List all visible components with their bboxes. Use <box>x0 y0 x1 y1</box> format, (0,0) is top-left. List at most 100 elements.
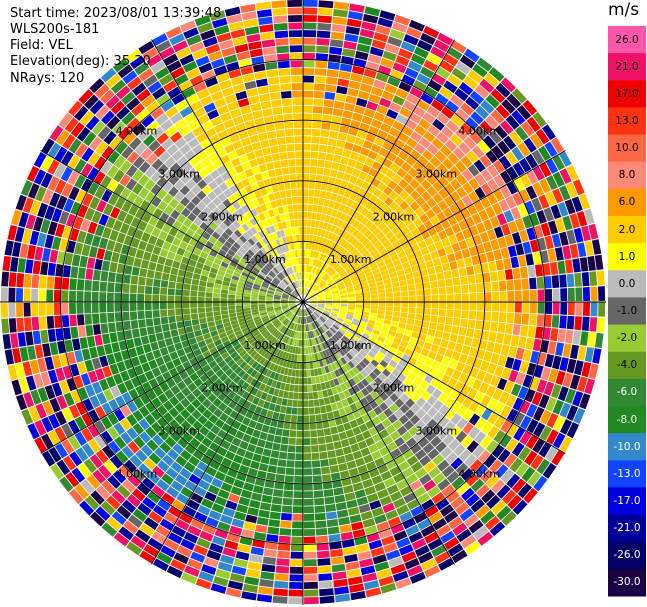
range-gate <box>256 593 273 603</box>
range-gate <box>87 370 98 384</box>
range-gate <box>286 143 295 152</box>
range-gate <box>248 41 262 51</box>
range-gate <box>306 265 309 273</box>
range-gate <box>198 479 211 491</box>
range-gate <box>372 554 388 565</box>
range-gate <box>119 160 132 173</box>
range-gate <box>251 166 261 175</box>
range-gate <box>340 117 352 127</box>
range-gate <box>347 291 355 295</box>
range-gate <box>232 384 241 394</box>
range-gate <box>499 434 512 448</box>
range-gate <box>299 280 302 288</box>
range-gate <box>352 112 363 122</box>
range-gate <box>143 74 158 88</box>
range-gate <box>475 320 484 330</box>
range-gate <box>44 356 55 371</box>
range-gate <box>46 289 54 302</box>
range-gate <box>370 347 379 355</box>
range-gate <box>17 258 27 273</box>
range-gate <box>303 181 309 189</box>
range-gate <box>414 143 426 155</box>
range-gate <box>512 324 521 336</box>
range-gate <box>279 315 286 321</box>
range-gate <box>426 174 438 185</box>
range-gate <box>409 479 423 492</box>
range-gate <box>182 505 197 518</box>
range-gate <box>266 472 276 481</box>
range-gate <box>355 416 365 426</box>
range-gate <box>398 236 408 245</box>
range-gate <box>18 211 29 228</box>
range-gate <box>407 564 423 577</box>
range-gate <box>480 469 494 483</box>
range-gate <box>335 332 342 339</box>
range-gate <box>96 248 106 260</box>
range-gate <box>562 372 573 388</box>
range-gate <box>252 243 260 252</box>
range-gate <box>54 179 67 195</box>
range-gate <box>215 369 225 378</box>
range-gate <box>340 438 350 448</box>
range-gate <box>416 39 433 52</box>
range-gate <box>436 131 449 144</box>
range-gate <box>219 222 228 232</box>
range-gate <box>325 76 338 85</box>
range-gate <box>390 523 405 535</box>
range-gate <box>374 208 384 218</box>
range-gate <box>227 359 236 368</box>
range-gate <box>324 294 332 298</box>
range-gate <box>529 212 540 227</box>
range-gate <box>337 315 345 321</box>
range-gate <box>201 564 217 576</box>
range-gate <box>508 369 519 383</box>
range-gate <box>185 403 196 414</box>
range-gate <box>297 415 303 423</box>
range-gate <box>286 197 293 205</box>
range-gate <box>284 128 294 137</box>
range-gate <box>300 324 302 332</box>
range-gate <box>134 208 146 220</box>
range-gate <box>278 389 285 398</box>
range-gate <box>490 321 499 332</box>
range-gate <box>297 331 300 339</box>
range-gate <box>201 327 210 335</box>
range-gate <box>312 361 318 369</box>
range-gate <box>153 317 161 326</box>
range-gate <box>272 442 281 451</box>
range-gate <box>136 482 151 496</box>
range-gate <box>406 498 421 511</box>
range-gate <box>303 204 308 212</box>
range-gate <box>296 354 301 362</box>
range-gate <box>82 398 94 412</box>
range-gate <box>136 108 150 122</box>
range-gate <box>220 293 228 299</box>
range-gate <box>387 221 397 231</box>
range-gate <box>249 326 258 332</box>
range-gate <box>296 339 300 347</box>
range-gate <box>271 268 278 276</box>
range-gate <box>323 274 330 281</box>
range-gate <box>512 397 524 411</box>
range-gate <box>151 33 168 47</box>
range-gate <box>255 320 263 326</box>
range-gate <box>346 313 354 318</box>
range-gate <box>423 219 434 230</box>
range-ring-label: 3.00km <box>158 425 200 438</box>
range-gate <box>414 319 422 327</box>
range-gate <box>501 367 512 380</box>
range-gate <box>485 474 500 489</box>
range-gate <box>383 257 393 265</box>
range-gate <box>464 541 481 555</box>
range-gate <box>396 504 410 516</box>
range-gate <box>292 250 296 258</box>
range-gate <box>8 303 16 318</box>
range-gate <box>323 264 330 272</box>
range-gate <box>232 115 244 126</box>
range-gate <box>308 307 314 313</box>
range-gate <box>308 306 315 312</box>
range-gate <box>227 580 244 591</box>
range-gate <box>108 440 121 455</box>
range-gate <box>410 53 426 66</box>
range-gate <box>287 285 293 292</box>
